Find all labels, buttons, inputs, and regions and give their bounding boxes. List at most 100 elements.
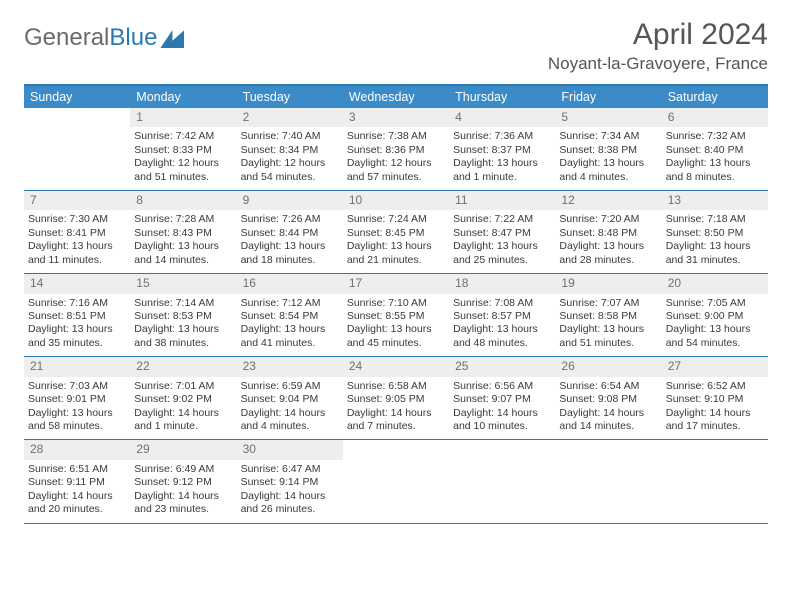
sunset-text: Sunset: 8:53 PM	[134, 310, 232, 323]
day-number: 2	[237, 108, 343, 127]
daylight-text: Daylight: 13 hours and 45 minutes.	[347, 323, 445, 350]
day-cell: 29Sunrise: 6:49 AMSunset: 9:12 PMDayligh…	[130, 440, 236, 522]
day-cell: 19Sunrise: 7:07 AMSunset: 8:58 PMDayligh…	[555, 274, 661, 356]
daylight-text: Daylight: 13 hours and 51 minutes.	[559, 323, 657, 350]
day-header: Thursday	[449, 86, 555, 108]
day-number: 9	[237, 191, 343, 210]
sunrise-text: Sunrise: 7:01 AM	[134, 380, 232, 393]
day-number: 7	[24, 191, 130, 210]
day-cell: 1Sunrise: 7:42 AMSunset: 8:33 PMDaylight…	[130, 108, 236, 190]
day-cell	[555, 440, 661, 522]
sunset-text: Sunset: 8:44 PM	[241, 227, 339, 240]
day-number: 15	[130, 274, 236, 293]
sunset-text: Sunset: 9:00 PM	[666, 310, 764, 323]
daylight-text: Daylight: 13 hours and 54 minutes.	[666, 323, 764, 350]
day-cell	[343, 440, 449, 522]
sunrise-text: Sunrise: 7:14 AM	[134, 297, 232, 310]
day-number: 17	[343, 274, 449, 293]
day-number: 5	[555, 108, 661, 127]
day-number: 23	[237, 357, 343, 376]
sunset-text: Sunset: 8:43 PM	[134, 227, 232, 240]
daylight-text: Daylight: 13 hours and 25 minutes.	[453, 240, 551, 267]
sunset-text: Sunset: 9:08 PM	[559, 393, 657, 406]
sunrise-text: Sunrise: 7:30 AM	[28, 213, 126, 226]
sunset-text: Sunset: 9:14 PM	[241, 476, 339, 489]
daylight-text: Daylight: 13 hours and 48 minutes.	[453, 323, 551, 350]
day-cell: 2Sunrise: 7:40 AMSunset: 8:34 PMDaylight…	[237, 108, 343, 190]
day-number: 14	[24, 274, 130, 293]
day-cell: 24Sunrise: 6:58 AMSunset: 9:05 PMDayligh…	[343, 357, 449, 439]
daylight-text: Daylight: 12 hours and 54 minutes.	[241, 157, 339, 184]
daylight-text: Daylight: 13 hours and 38 minutes.	[134, 323, 232, 350]
day-cell: 21Sunrise: 7:03 AMSunset: 9:01 PMDayligh…	[24, 357, 130, 439]
sunrise-text: Sunrise: 6:47 AM	[241, 463, 339, 476]
sunrise-text: Sunrise: 6:58 AM	[347, 380, 445, 393]
day-cell: 10Sunrise: 7:24 AMSunset: 8:45 PMDayligh…	[343, 191, 449, 273]
sunset-text: Sunset: 8:41 PM	[28, 227, 126, 240]
day-number: 8	[130, 191, 236, 210]
daylight-text: Daylight: 14 hours and 1 minute.	[134, 407, 232, 434]
day-number: 21	[24, 357, 130, 376]
logo-mark-icon	[160, 30, 184, 48]
sunrise-text: Sunrise: 7:38 AM	[347, 130, 445, 143]
sunset-text: Sunset: 9:11 PM	[28, 476, 126, 489]
sunset-text: Sunset: 9:07 PM	[453, 393, 551, 406]
day-cell	[24, 108, 130, 190]
day-cell: 17 Sunrise: 7:10 AMSunset: 8:55 PMDayligh…	[343, 274, 449, 356]
day-number: 11	[449, 191, 555, 210]
day-cell: 18Sunrise: 7:08 AMSunset: 8:57 PMDayligh…	[449, 274, 555, 356]
daylight-text: Daylight: 13 hours and 31 minutes.	[666, 240, 764, 267]
sunset-text: Sunset: 9:01 PM	[28, 393, 126, 406]
day-number: 16	[237, 274, 343, 293]
day-header: Monday	[130, 86, 236, 108]
sunrise-text: Sunrise: 7:28 AM	[134, 213, 232, 226]
day-cell: 28Sunrise: 6:51 AMSunset: 9:11 PMDayligh…	[24, 440, 130, 522]
day-number: 4	[449, 108, 555, 127]
sunset-text: Sunset: 8:55 PM	[347, 310, 445, 323]
day-number: 22	[130, 357, 236, 376]
day-cell: 8 Sunrise: 7:28 AMSunset: 8:43 PMDaylight…	[130, 191, 236, 273]
day-cell: 15 Sunrise: 7:14 AMSunset: 8:53 PMDayligh…	[130, 274, 236, 356]
daylight-text: Daylight: 12 hours and 57 minutes.	[347, 157, 445, 184]
day-number: 13	[662, 191, 768, 210]
sunrise-text: Sunrise: 7:36 AM	[453, 130, 551, 143]
day-number: 29	[130, 440, 236, 459]
daylight-text: Daylight: 14 hours and 7 minutes.	[347, 407, 445, 434]
sunrise-text: Sunrise: 7:42 AM	[134, 130, 232, 143]
sunrise-text: Sunrise: 7:05 AM	[666, 297, 764, 310]
sunrise-text: Sunrise: 7:20 AM	[559, 213, 657, 226]
calendar: SundayMondayTuesdayWednesdayThursdayFrid…	[24, 84, 768, 524]
day-number: 10	[343, 191, 449, 210]
daylight-text: Daylight: 13 hours and 21 minutes.	[347, 240, 445, 267]
daylight-text: Daylight: 13 hours and 4 minutes.	[559, 157, 657, 184]
day-number: 20	[662, 274, 768, 293]
sunset-text: Sunset: 8:48 PM	[559, 227, 657, 240]
daylight-text: Daylight: 14 hours and 26 minutes.	[241, 490, 339, 517]
day-cell: 25Sunrise: 6:56 AMSunset: 9:07 PMDayligh…	[449, 357, 555, 439]
day-number: 24	[343, 357, 449, 376]
sunrise-text: Sunrise: 6:49 AM	[134, 463, 232, 476]
sunrise-text: Sunrise: 7:22 AM	[453, 213, 551, 226]
sunrise-text: Sunrise: 7:18 AM	[666, 213, 764, 226]
day-header: Sunday	[24, 86, 130, 108]
sunrise-text: Sunrise: 7:32 AM	[666, 130, 764, 143]
sunrise-text: Sunrise: 7:08 AM	[453, 297, 551, 310]
sunrise-text: Sunrise: 7:34 AM	[559, 130, 657, 143]
daylight-text: Daylight: 13 hours and 14 minutes.	[134, 240, 232, 267]
day-header: Tuesday	[237, 86, 343, 108]
sunrise-text: Sunrise: 7:10 AM	[347, 297, 445, 310]
day-header: Friday	[555, 86, 661, 108]
day-number: 26	[555, 357, 661, 376]
location: Noyant-la-Gravoyere, France	[548, 54, 768, 74]
day-cell: 5 Sunrise: 7:34 AMSunset: 8:38 PMDaylight…	[555, 108, 661, 190]
day-number: 6	[662, 108, 768, 127]
sunset-text: Sunset: 8:38 PM	[559, 144, 657, 157]
day-cell: 9Sunrise: 7:26 AMSunset: 8:44 PMDaylight…	[237, 191, 343, 273]
sunrise-text: Sunrise: 7:07 AM	[559, 297, 657, 310]
sunrise-text: Sunrise: 6:54 AM	[559, 380, 657, 393]
sunset-text: Sunset: 8:40 PM	[666, 144, 764, 157]
daylight-text: Daylight: 13 hours and 41 minutes.	[241, 323, 339, 350]
day-number: 3	[343, 108, 449, 127]
day-cell: 13Sunrise: 7:18 AMSunset: 8:50 PMDayligh…	[662, 191, 768, 273]
day-header: Wednesday	[343, 86, 449, 108]
